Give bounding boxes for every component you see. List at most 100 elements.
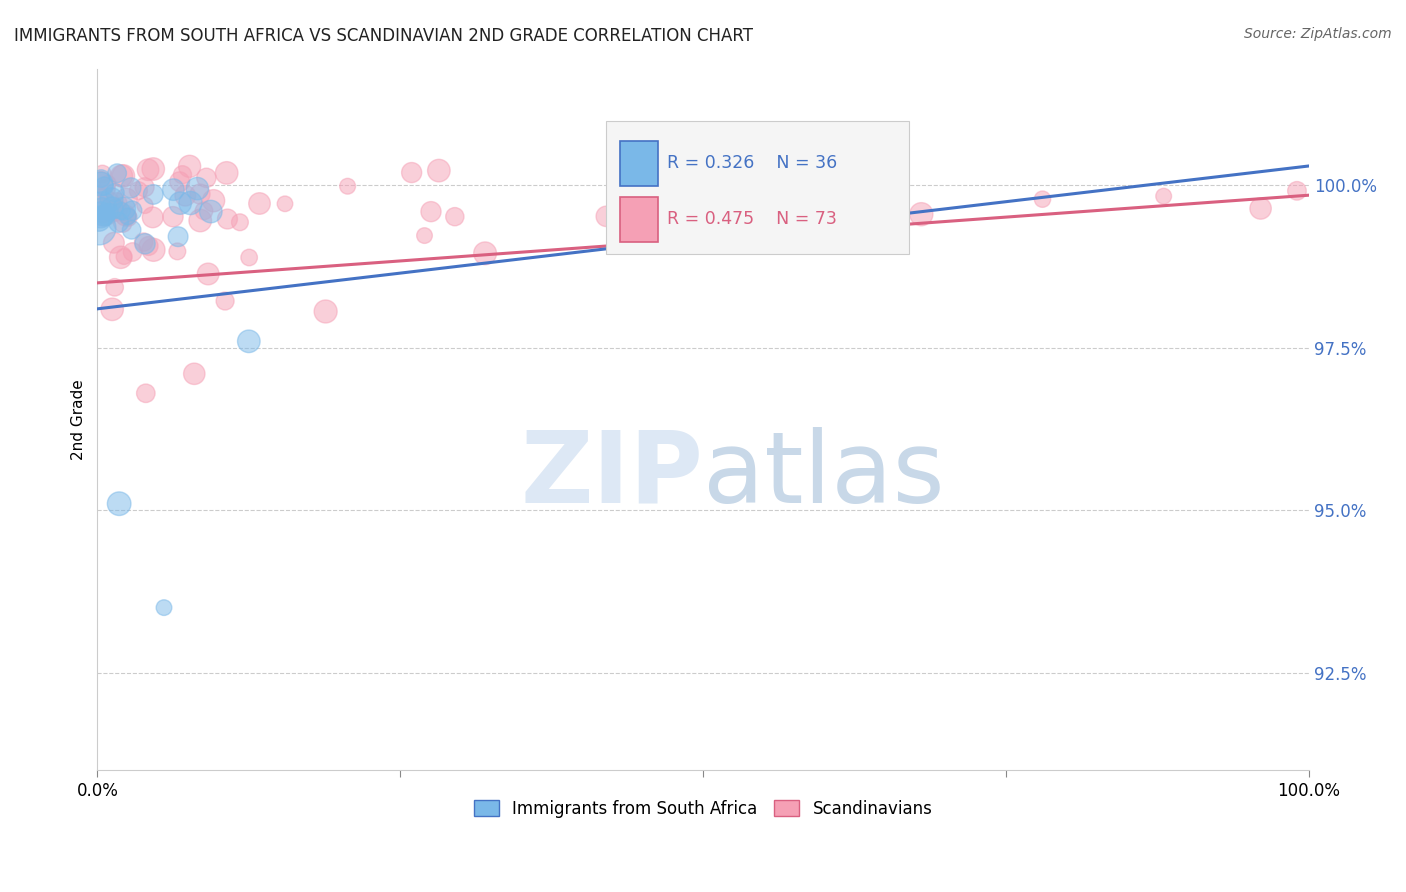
Point <box>200 204 222 219</box>
Point <box>93 208 115 222</box>
Point <box>179 159 201 173</box>
Point <box>110 169 132 183</box>
Text: ZIP: ZIP <box>520 427 703 524</box>
Point <box>401 165 423 179</box>
Point <box>132 235 155 249</box>
Point <box>1031 192 1053 206</box>
Point <box>752 176 775 190</box>
Point <box>202 194 225 208</box>
Point <box>103 235 125 250</box>
FancyBboxPatch shape <box>620 197 658 242</box>
Point <box>134 180 156 194</box>
Point <box>238 251 260 265</box>
Point <box>90 171 112 186</box>
Point <box>104 280 127 294</box>
Point <box>162 210 184 224</box>
Point <box>315 304 337 318</box>
Point <box>595 210 617 224</box>
Point <box>112 169 135 183</box>
Point <box>195 170 218 185</box>
Legend: Immigrants from South Africa, Scandinavians: Immigrants from South Africa, Scandinavi… <box>467 794 939 825</box>
Point <box>134 198 156 212</box>
Point <box>93 179 115 194</box>
Point <box>121 223 143 237</box>
Point <box>336 179 359 194</box>
Point <box>98 204 121 219</box>
Point <box>90 177 112 191</box>
Point <box>138 239 160 253</box>
Point <box>114 209 136 223</box>
Point <box>91 202 114 216</box>
Point <box>197 267 219 281</box>
Point <box>420 204 443 219</box>
Point <box>112 250 135 264</box>
Text: Source: ZipAtlas.com: Source: ZipAtlas.com <box>1244 27 1392 41</box>
Point <box>110 250 132 264</box>
Point <box>910 207 932 221</box>
Point <box>215 166 238 180</box>
Point <box>101 302 124 317</box>
Point <box>179 196 201 211</box>
Point <box>153 600 176 615</box>
Point <box>413 228 436 243</box>
FancyBboxPatch shape <box>606 121 910 254</box>
Point <box>166 244 188 259</box>
Point <box>169 175 191 189</box>
Point <box>274 196 297 211</box>
Point <box>1153 189 1175 203</box>
Point <box>105 203 128 218</box>
Point <box>167 229 190 244</box>
Point <box>217 212 239 227</box>
Point <box>127 184 149 198</box>
Point <box>101 201 124 215</box>
Point <box>112 202 135 216</box>
Point <box>1285 184 1308 198</box>
Point <box>103 202 125 217</box>
Point <box>238 334 260 349</box>
Point <box>120 181 142 195</box>
Point <box>91 200 114 214</box>
Point <box>169 196 191 211</box>
Point <box>142 187 165 202</box>
Point <box>444 210 467 224</box>
Point <box>100 192 122 206</box>
Point <box>111 216 134 230</box>
Point <box>186 181 208 195</box>
Point <box>249 196 271 211</box>
Point <box>134 236 156 251</box>
Point <box>87 221 110 235</box>
Point <box>91 208 114 222</box>
Point <box>172 168 194 182</box>
Point <box>183 367 205 381</box>
Point <box>105 166 128 180</box>
Point <box>89 188 111 202</box>
Point <box>427 163 450 178</box>
Point <box>108 497 131 511</box>
Point <box>136 162 159 177</box>
Point <box>188 187 211 202</box>
Point <box>117 209 139 223</box>
Point <box>94 182 117 196</box>
FancyBboxPatch shape <box>620 141 658 186</box>
Point <box>214 293 236 308</box>
Point <box>142 243 165 257</box>
Y-axis label: 2nd Grade: 2nd Grade <box>72 379 86 459</box>
Point <box>162 183 184 197</box>
Point <box>105 196 128 211</box>
Point <box>91 201 114 215</box>
Point <box>97 177 120 191</box>
Text: IMMIGRANTS FROM SOUTH AFRICA VS SCANDINAVIAN 2ND GRADE CORRELATION CHART: IMMIGRANTS FROM SOUTH AFRICA VS SCANDINA… <box>14 27 754 45</box>
Point <box>117 210 139 224</box>
Point <box>115 192 138 206</box>
Point <box>142 161 165 176</box>
Point <box>107 215 129 229</box>
Point <box>474 246 496 260</box>
Point <box>229 215 252 229</box>
Point <box>193 203 215 218</box>
Text: R = 0.475    N = 73: R = 0.475 N = 73 <box>666 211 837 228</box>
Point <box>174 188 197 202</box>
Point <box>110 204 132 219</box>
Point <box>104 186 127 200</box>
Point <box>91 199 114 213</box>
Point <box>94 208 117 222</box>
